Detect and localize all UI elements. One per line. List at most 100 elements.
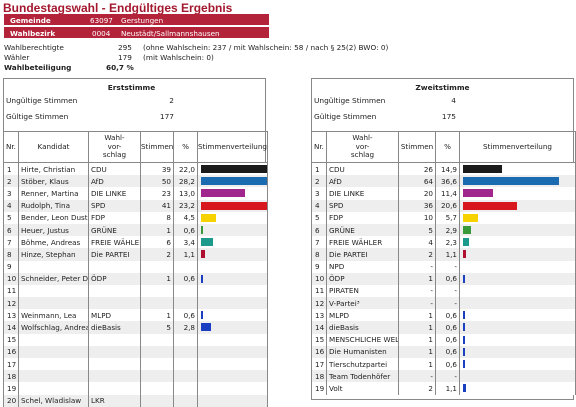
zweitstimme-partei: FDP	[326, 211, 399, 224]
waehler-label: Wähler	[4, 53, 30, 62]
gemeinde-number: 63097	[90, 15, 113, 25]
erststimme-partei	[88, 284, 141, 298]
zweitstimme-stimmen: 1	[398, 321, 436, 334]
zweitstimme-stimmen: -	[398, 260, 436, 273]
erststimme-verteilung-cell	[197, 175, 268, 188]
zweitstimme-verteilung-cell	[459, 236, 576, 249]
zweitstimme-prozent: -	[435, 284, 460, 298]
erststimme-kandidat	[18, 370, 89, 383]
erststimme-row: 19	[3, 382, 268, 395]
erststimme-ungueltig-value: 2	[169, 96, 174, 105]
erststimme-verteilung-cell	[197, 248, 268, 261]
zweitstimme-row: 5 FDP 10 5,7	[311, 211, 576, 224]
erststimme-nr: 8	[3, 248, 19, 261]
zweitstimme-nr: 1	[311, 162, 327, 176]
zweitstimme-partei: NPD	[326, 260, 399, 273]
zweitstimme-stimmen: 26	[398, 162, 436, 176]
erststimme-kandidat: Bender, Leon Dustin	[18, 211, 89, 224]
erststimme-row: 2 Stöber, Klaus AfD 50 28,2	[3, 175, 268, 188]
erststimme-verteilung-cell	[197, 272, 268, 285]
zweitstimme-row: 15 MENSCHLICHE WELT 1 0,6	[311, 333, 576, 346]
erststimme-vote-bar	[201, 323, 211, 332]
erststimme-stimmen	[140, 394, 174, 407]
erststimme-partei: LKR	[88, 394, 141, 407]
zweitstimme-partei: ÖDP	[326, 272, 399, 285]
erststimme-prozent: 13,0	[173, 187, 198, 200]
erststimme-nr: 18	[3, 370, 19, 383]
zweitstimme-row: 6 GRÜNE 5 2,9	[311, 223, 576, 237]
zweitstimme-prozent: 11,4	[435, 187, 460, 200]
erststimme-row: 5 Bender, Leon Dustin FDP 8 4,5	[3, 211, 268, 224]
erststimme-partei: FDP	[88, 211, 141, 224]
col-wahlvorschlag: Wahl-vor-schlag	[326, 131, 399, 163]
zweitstimme-gueltig-value: 175	[441, 112, 456, 121]
zweitstimme-vote-bar	[463, 250, 466, 259]
zweitstimme-partei: CDU	[326, 162, 399, 176]
wahlbeteiligung-value: 60,7 %	[106, 63, 134, 72]
zweitstimme-verteilung-cell	[459, 333, 576, 346]
erststimme-stimmen: 23	[140, 187, 174, 200]
zweitstimme-stimmen: -	[398, 297, 436, 310]
erststimme-stimmen: 39	[140, 162, 174, 176]
zweitstimme-verteilung-cell	[459, 187, 576, 200]
erststimme-stimmen: 50	[140, 175, 174, 188]
erststimme-vote-bar	[201, 165, 267, 173]
erststimme-vote-bar	[201, 311, 204, 320]
zweitstimme-verteilung-cell	[459, 162, 576, 176]
erststimme-kandidat	[18, 297, 89, 310]
zweitstimme-partei: SPD	[326, 199, 399, 212]
erststimme-verteilung-cell	[197, 321, 268, 334]
erststimme-row: 1 Hirte, Christian CDU 39 22,0	[3, 162, 268, 176]
col-wahlvorschlag: Wahl-vor-schlag	[88, 131, 141, 163]
zweitstimme-prozent: 5,7	[435, 211, 460, 224]
erststimme-row: 12	[3, 297, 268, 310]
col-verteilung: Stimmenverteilung	[459, 131, 576, 163]
erststimme-kandidat: Renner, Martina	[18, 187, 89, 200]
zweitstimme-nr: 10	[311, 272, 327, 285]
zweitstimme-prozent: 0,6	[435, 309, 460, 322]
col-verteilung: Stimmenverteilung	[197, 131, 268, 163]
zweitstimme-nr: 19	[311, 382, 327, 395]
erststimme-prozent: 4,5	[173, 211, 198, 224]
zweitstimme-partei: Die PARTEI	[326, 248, 399, 261]
zweitstimme-stimmen: 1	[398, 309, 436, 322]
erststimme-kandidat: Rudolph, Tina	[18, 199, 89, 212]
col-prozent: %	[173, 131, 198, 163]
wahlbezirk-name: Neustädt/Sallmannshausen	[121, 28, 220, 38]
erststimme-prozent	[173, 297, 198, 310]
zweitstimme-row: 4 SPD 36 20,6	[311, 199, 576, 212]
erststimme-partei: SPD	[88, 199, 141, 212]
page-title: Bundestagswahl - Endgültiges Ergebnis	[3, 1, 233, 15]
erststimme-kandidat	[18, 345, 89, 358]
erststimme-partei: FREIE WÄHLER	[88, 236, 141, 249]
erststimme-vote-bar	[201, 201, 267, 210]
zweitstimme-row: 10 ÖDP 1 0,6	[311, 272, 576, 285]
zweitstimme-nr: 6	[311, 223, 327, 237]
zweitstimme-nr: 14	[311, 321, 327, 334]
erststimme-row: 8 Hinze, Stephan Die PARTEI 2 1,1	[3, 248, 268, 261]
erststimme-nr: 20	[3, 394, 19, 407]
erststimme-prozent	[173, 382, 198, 395]
zweitstimme-prozent: -	[435, 370, 460, 383]
zweitstimme-vote-bar	[463, 238, 470, 247]
gemeinde-name: Gerstungen	[121, 15, 164, 25]
zweitstimme-prozent: 14,9	[435, 162, 460, 176]
zweitstimme-nr: 7	[311, 236, 327, 249]
zweitstimme-partei: MLPD	[326, 309, 399, 322]
zweitstimme-partei: V-Partei³	[326, 297, 399, 310]
erststimme-stimmen: 41	[140, 199, 174, 212]
erststimme-stimmen: 5	[140, 321, 174, 334]
erststimme-prozent	[173, 284, 198, 298]
erststimme-stimmen	[140, 382, 174, 395]
erststimme-kandidat	[18, 382, 89, 395]
gemeinde-bar: Gemeinde 63097 Gerstungen	[4, 14, 269, 25]
erststimme-panel: Erststimme Ungültige Stimmen 2 Gültige S…	[3, 78, 268, 407]
erststimme-row: 6 Heuer, Justus GRÜNE 1 0,6	[3, 223, 268, 237]
erststimme-nr: 5	[3, 211, 19, 224]
zweitstimme-stimmen: 36	[398, 199, 436, 212]
zweitstimme-nr: 16	[311, 345, 327, 358]
zweitstimme-partei: Volt	[326, 382, 399, 395]
erststimme-vote-bar	[201, 189, 246, 198]
erststimme-partei	[88, 382, 141, 395]
erststimme-stimmen: 1	[140, 223, 174, 237]
